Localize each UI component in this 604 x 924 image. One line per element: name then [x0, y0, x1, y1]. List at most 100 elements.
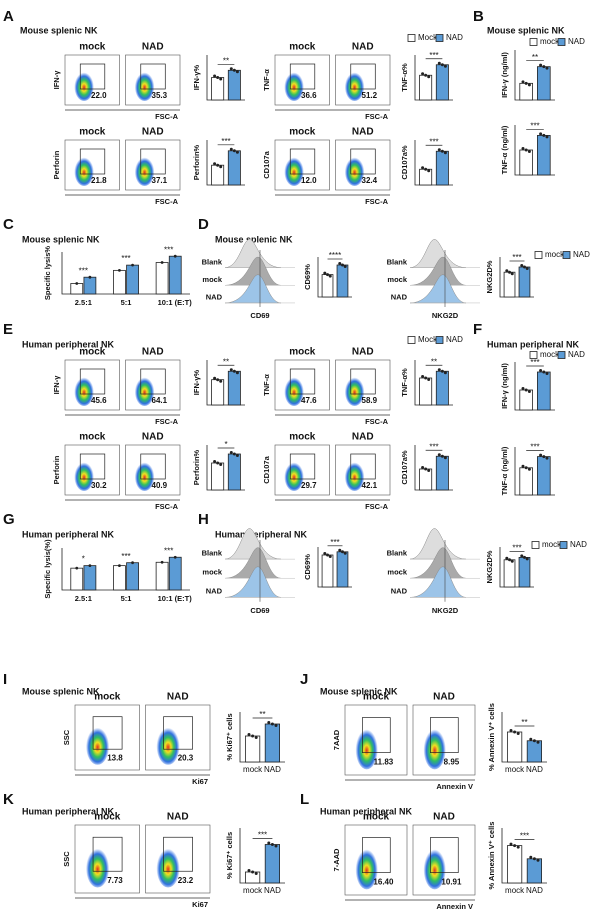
significance: ***: [530, 443, 539, 452]
gate: [92, 836, 123, 872]
dot: [510, 272, 514, 276]
dot: [421, 166, 425, 170]
dot: [219, 463, 223, 466]
cell-cloud: [134, 461, 155, 491]
bar: [168, 255, 182, 295]
panel-title: Mouse splenic NK: [20, 25, 98, 35]
bar: [168, 556, 182, 591]
dot: [338, 262, 342, 265]
bar: [518, 557, 531, 588]
dot: [525, 557, 529, 561]
dot: [513, 730, 517, 734]
histogram: [224, 566, 282, 598]
group-label: mock: [79, 347, 106, 358]
dot: [427, 169, 431, 173]
gate-value: 32.4: [362, 176, 378, 185]
y-axis-label: IFN-γ: [52, 375, 61, 395]
gate: [362, 717, 391, 753]
group-label: mock: [79, 432, 106, 443]
y-axis-label: % Ki67⁺ cells: [225, 832, 234, 879]
dot: [219, 379, 223, 383]
histogram: [224, 274, 282, 304]
dot: [421, 375, 425, 378]
histogram: [409, 274, 467, 304]
legend-swatch: [531, 541, 540, 549]
x-axis-label: FSC-A: [365, 112, 388, 121]
significance: **: [223, 357, 229, 366]
bar: [419, 74, 433, 101]
bar: [336, 551, 349, 588]
panel-title: Human peripheral NK: [215, 529, 308, 539]
dot: [437, 61, 441, 65]
dot: [267, 721, 271, 724]
bar: [211, 462, 225, 491]
significance: ***: [530, 122, 539, 131]
bar: [83, 565, 97, 591]
significance: ***: [164, 245, 173, 254]
dot: [235, 150, 239, 154]
dot: [527, 390, 531, 393]
y-axis-label: TNF-α: [262, 69, 271, 91]
y-axis-label: NKG2D%: [485, 550, 494, 583]
legend-swatch: [534, 251, 543, 259]
row-label: mock: [202, 275, 222, 284]
dot: [328, 274, 332, 278]
dot: [527, 83, 531, 87]
legend-swatch: [435, 336, 444, 344]
panel-title: Human peripheral NK: [487, 339, 580, 349]
legend-label: NAD: [446, 33, 463, 42]
gate: [289, 368, 316, 395]
dot: [545, 135, 549, 139]
gate: [79, 148, 106, 175]
group-label: NAD: [142, 42, 164, 53]
cell-cloud: [355, 847, 378, 890]
x-axis-label: NKG2D: [432, 606, 459, 615]
dot: [421, 466, 425, 469]
gate: [163, 716, 193, 750]
bar: [113, 565, 126, 591]
dot: [440, 454, 444, 458]
row-label: NAD: [391, 293, 408, 302]
dot: [328, 555, 332, 558]
legend-swatch: [562, 251, 571, 259]
significance: ***: [121, 254, 130, 263]
histogram: [409, 547, 467, 579]
histogram: [224, 547, 282, 579]
dot: [524, 388, 528, 392]
gate: [362, 837, 391, 873]
group-label: NAD: [433, 692, 455, 703]
dot: [443, 64, 447, 68]
gate: [140, 453, 166, 480]
legend-label: Mock: [418, 335, 438, 344]
dot: [529, 737, 533, 741]
legend-label: mock: [540, 37, 560, 46]
dot: [527, 467, 531, 471]
x-tick-label: 5:1: [121, 298, 132, 307]
gate: [430, 837, 459, 873]
dot: [443, 371, 447, 375]
cell-cloud: [344, 376, 365, 406]
dot: [340, 550, 344, 554]
panel-letter: F: [473, 321, 482, 338]
significance: **: [431, 357, 437, 366]
y-axis-label: Perforin%: [192, 449, 201, 485]
dot: [216, 163, 220, 167]
panel-title: Mouse splenic NK: [215, 234, 293, 244]
cell-cloud: [344, 461, 365, 491]
dot: [520, 554, 524, 558]
bar: [435, 455, 449, 491]
bar: [336, 264, 349, 298]
y-axis-label: Specific lysis(%): [43, 539, 52, 599]
x-tick-label: NAD: [264, 765, 281, 774]
y-axis-label: SSC: [62, 729, 71, 745]
bar: [519, 82, 533, 101]
y-axis-label: TNF-α: [262, 374, 271, 396]
bar: [526, 858, 543, 884]
bar: [321, 554, 334, 588]
dot: [443, 456, 447, 460]
y-axis-label: Perforin: [52, 150, 61, 179]
cell-cloud: [423, 727, 446, 770]
x-axis-label: CD69: [250, 311, 269, 320]
bar: [506, 731, 523, 763]
